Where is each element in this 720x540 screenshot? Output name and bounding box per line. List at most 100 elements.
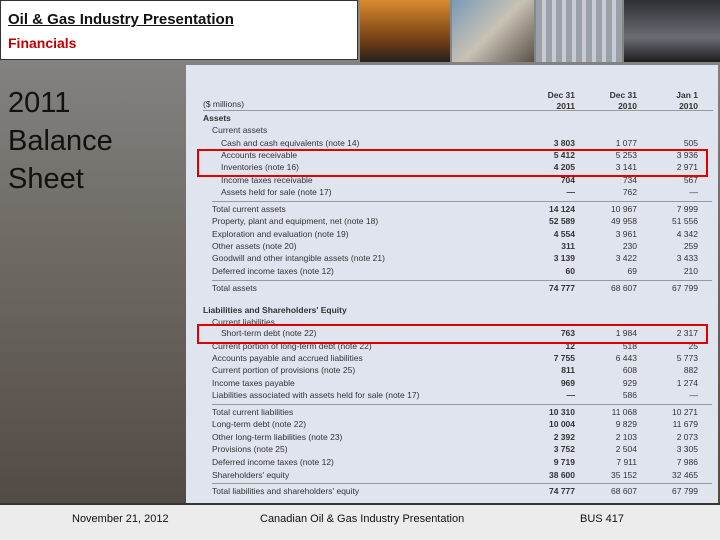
cell-value: 11 679 xyxy=(672,419,698,429)
highlight-box xyxy=(197,149,708,177)
cell-value: 762 xyxy=(622,187,637,197)
cell-value: 12 xyxy=(565,341,575,351)
row-label: Shareholders' equity xyxy=(212,470,290,480)
cell-value: 704 xyxy=(560,175,575,185)
slide-title: 2011 Balance Sheet xyxy=(8,87,113,195)
row-label: Exploration and evaluation (note 19) xyxy=(212,229,349,239)
cell-value: 230 xyxy=(622,241,637,251)
row-label: Deferred income taxes (note 12) xyxy=(212,457,334,467)
cell-value: 14 124 xyxy=(549,204,575,214)
cell-value: 32 465 xyxy=(672,470,698,480)
cell-value: 882 xyxy=(683,365,698,375)
cell-value: 7 999 xyxy=(676,204,698,214)
photo-barrels xyxy=(536,0,622,62)
cell-value: 3 139 xyxy=(553,253,575,263)
cell-value: 518 xyxy=(622,341,637,351)
cell-value: 6 443 xyxy=(615,353,637,363)
cell-value: 52 589 xyxy=(549,216,575,226)
row-label: Accounts payable and accrued liabilities xyxy=(212,353,363,363)
header-subtitle: Financials xyxy=(8,35,77,51)
row-label: Long-term debt (note 22) xyxy=(212,419,307,429)
cell-value: 3 433 xyxy=(676,253,698,263)
row-label: Income taxes receivable xyxy=(221,175,313,185)
rule xyxy=(203,110,713,111)
footer-course: BUS 417 xyxy=(580,513,625,525)
cell-value: 60 xyxy=(565,266,575,276)
cell-value: 67 799 xyxy=(672,283,698,293)
cell-value: 67 799 xyxy=(672,486,698,496)
cell-value: 74 777 xyxy=(549,486,575,496)
cell-value: 69 xyxy=(627,266,637,276)
cell-value: 7 986 xyxy=(676,457,698,467)
cell-value: — xyxy=(689,390,699,400)
cell-value: 734 xyxy=(622,175,637,185)
row-label: Other long-term liabilities (note 23) xyxy=(212,432,343,442)
cell-value: 10 310 xyxy=(549,407,575,417)
row-label: Inventories (note 16) xyxy=(221,162,299,172)
column-header: Dec 31 2010 xyxy=(609,90,637,111)
rule xyxy=(212,201,712,202)
cell-value: 3 422 xyxy=(615,253,637,263)
row-label: Cash and cash equivalents (note 14) xyxy=(221,138,360,148)
row-label: Total current assets xyxy=(212,204,286,214)
cell-value: 929 xyxy=(622,378,637,388)
row-label: Liabilities and Shareholders' Equity xyxy=(203,305,347,315)
cell-value: 1 984 xyxy=(615,328,637,338)
row-label: Income taxes payable xyxy=(212,378,295,388)
cell-value: 2 073 xyxy=(676,432,698,442)
cell-value: 35 152 xyxy=(611,470,637,480)
row-label: Current portion of long-term debt (note … xyxy=(212,341,372,351)
cell-value: 38 600 xyxy=(549,470,575,480)
cell-value: 505 xyxy=(683,138,698,148)
row-label: Deferred income taxes (note 12) xyxy=(212,266,334,276)
cell-value: 3 936 xyxy=(676,150,698,160)
cell-value: 68 607 xyxy=(611,486,637,496)
cell-value: 4 342 xyxy=(676,229,698,239)
cell-value: 5 773 xyxy=(676,353,698,363)
cell-value: 3 752 xyxy=(553,444,575,454)
highlight-box xyxy=(197,324,708,344)
cell-value: 3 961 xyxy=(615,229,637,239)
cell-value: 7 911 xyxy=(616,457,637,467)
cell-value: 3 305 xyxy=(676,444,698,454)
cell-value: 2 392 xyxy=(553,432,575,442)
row-label: Total current liabilities xyxy=(212,407,294,417)
cell-value: 4 554 xyxy=(553,229,575,239)
cell-value: — xyxy=(566,390,576,400)
cell-value: 2 971 xyxy=(676,162,698,172)
row-label: Goodwill and other intangible assets (no… xyxy=(212,253,385,263)
header-box: Oil & Gas Industry Presentation Financia… xyxy=(0,0,358,60)
rule xyxy=(212,404,712,405)
cell-value: 7 755 xyxy=(553,353,575,363)
cell-value: 1 077 xyxy=(615,138,637,148)
row-label: Accounts receivable xyxy=(221,150,298,160)
cell-value: 210 xyxy=(683,266,698,276)
cell-value: 3 803 xyxy=(553,138,575,148)
cell-value: 5 253 xyxy=(615,150,637,160)
cell-value: 4 205 xyxy=(553,162,575,172)
row-label: Property, plant and equipment, net (note… xyxy=(212,216,379,226)
photo-worker xyxy=(452,0,534,62)
cell-value: 10 271 xyxy=(672,407,698,417)
cell-value: 74 777 xyxy=(549,283,575,293)
cell-value: 567 xyxy=(683,175,698,185)
row-label: Current portion of provisions (note 25) xyxy=(212,365,356,375)
rule xyxy=(212,483,712,484)
row-label: Provisions (note 25) xyxy=(212,444,288,454)
balance-sheet: ($ millions) Dec 31 2011 Dec 31 2010 Jan 1 … xyxy=(186,65,718,503)
rule xyxy=(212,280,712,281)
cell-value: 763 xyxy=(560,328,575,338)
column-header: ($ millions) xyxy=(203,99,245,109)
cell-value: 10 004 xyxy=(549,419,575,429)
cell-value: 259 xyxy=(683,241,698,251)
cell-value: 10 967 xyxy=(611,204,637,214)
row-label: Total liabilities and shareholders' equi… xyxy=(212,486,360,496)
header-title: Oil & Gas Industry Presentation xyxy=(8,11,234,28)
cell-value: 49 958 xyxy=(611,216,637,226)
cell-value: 5 412 xyxy=(553,150,575,160)
row-label: Current liabilities xyxy=(212,317,275,327)
cell-value: 311 xyxy=(561,241,575,251)
cell-value: 969 xyxy=(560,378,575,388)
row-label: Total assets xyxy=(212,283,257,293)
cell-value: 9 829 xyxy=(615,419,637,429)
